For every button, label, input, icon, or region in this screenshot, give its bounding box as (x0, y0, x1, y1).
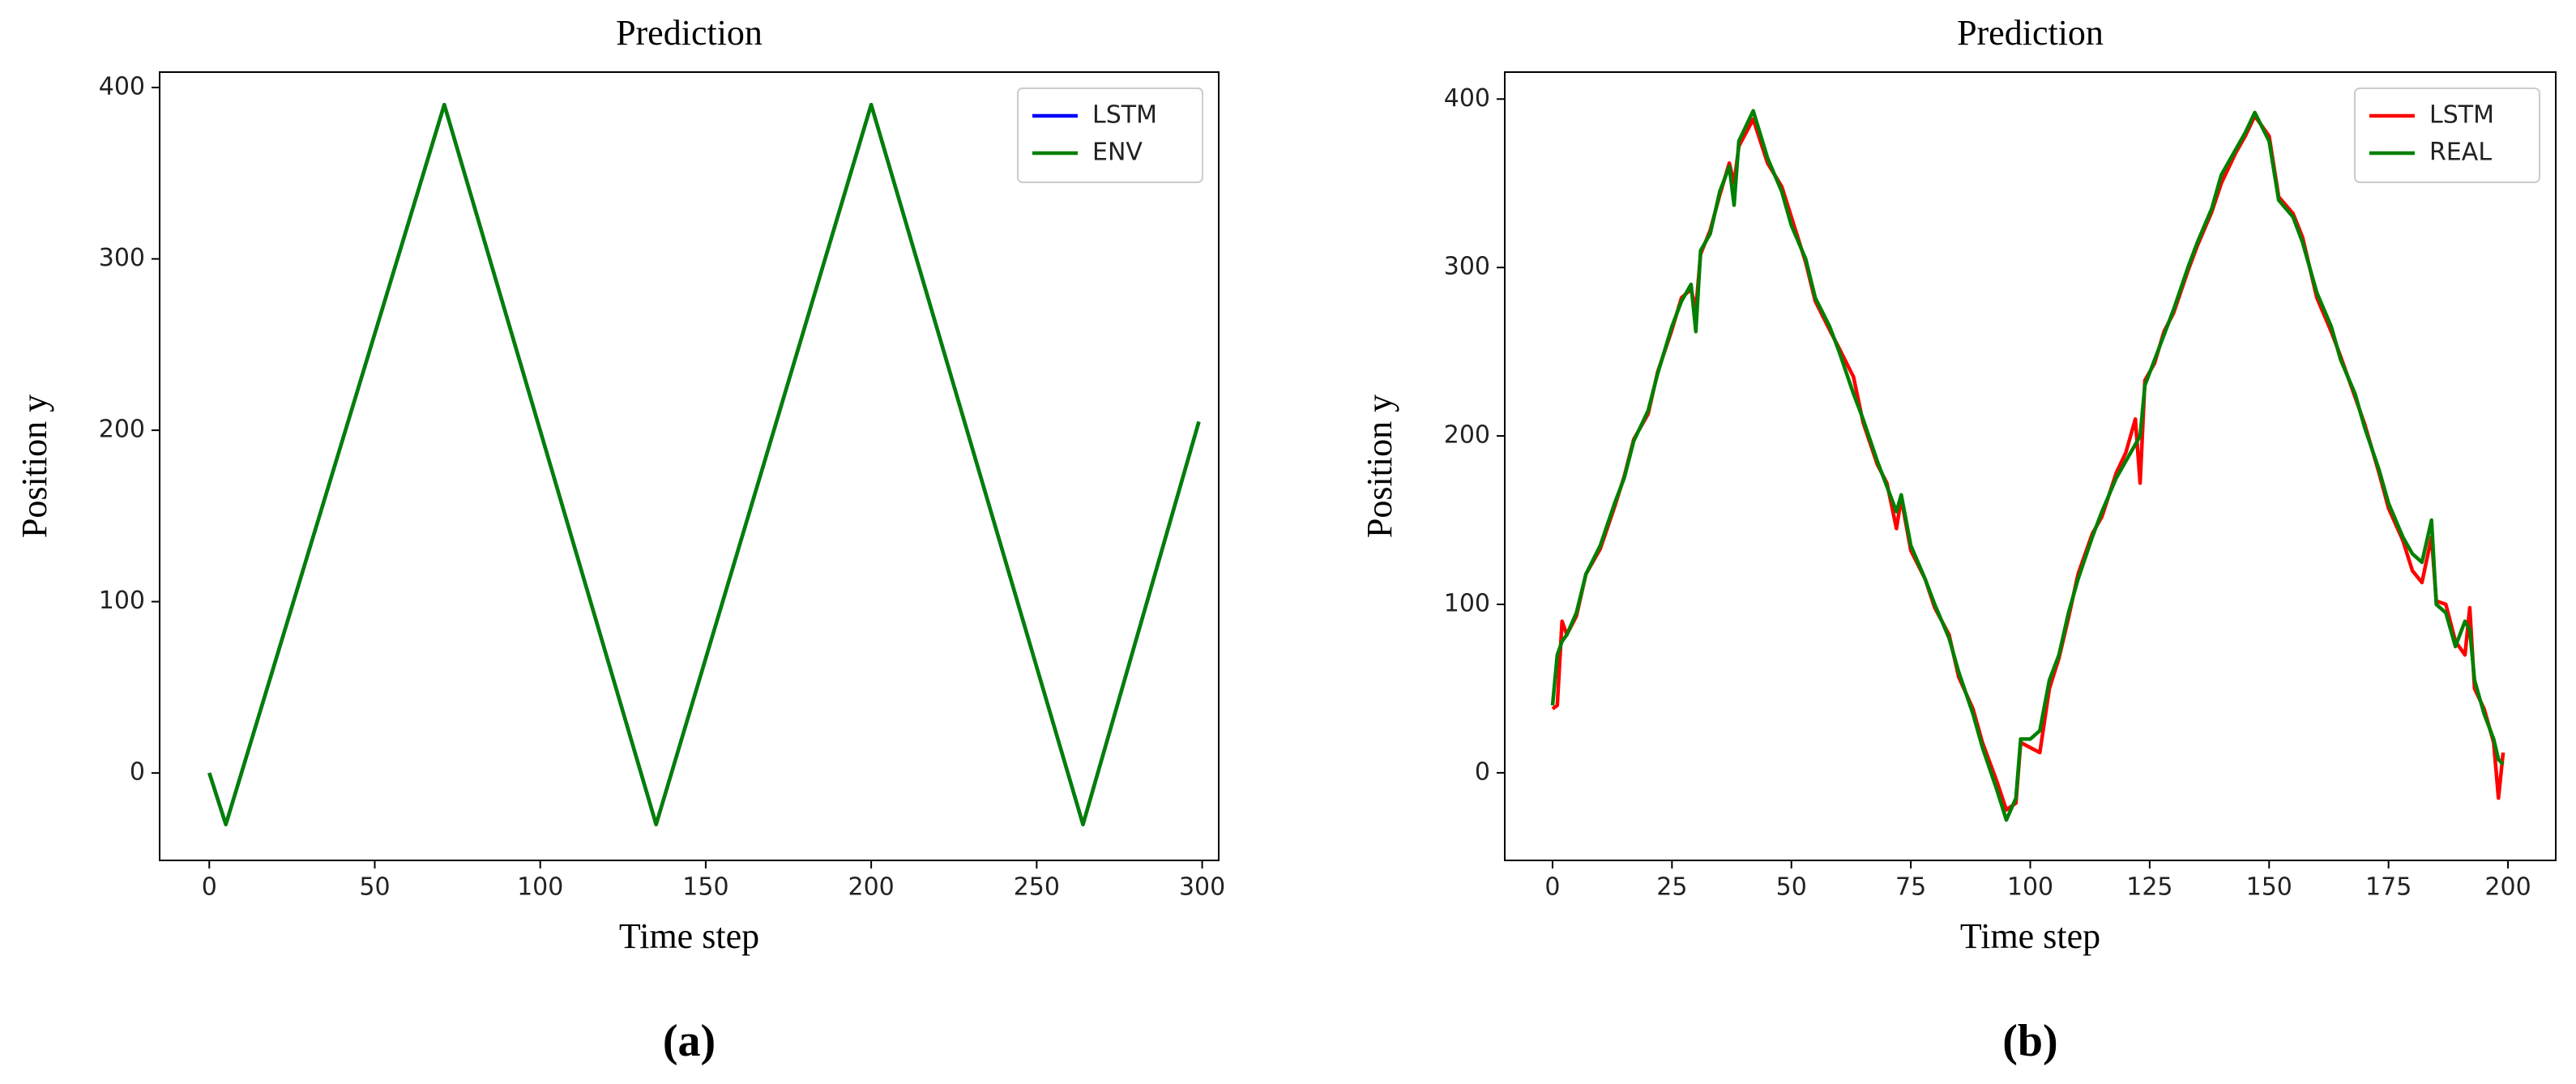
y-tick-label: 300 (1444, 253, 1490, 281)
x-tick-label: 150 (2246, 873, 2292, 902)
y-tick-label: 400 (1444, 84, 1490, 113)
y-axis-label: Position y (15, 395, 54, 538)
legend-label: LSTM (2429, 101, 2494, 130)
caption: (a) (663, 1016, 716, 1066)
x-tick-label: 0 (202, 873, 217, 902)
y-tick-label: 100 (1444, 589, 1490, 617)
x-tick-label: 175 (2365, 873, 2412, 902)
y-tick-label: 0 (1475, 758, 1490, 786)
y-tick-label: 200 (1444, 421, 1490, 450)
series-line (1551, 113, 2506, 812)
legend-box (2354, 87, 2540, 183)
x-tick-label: 200 (848, 873, 895, 902)
x-axis-label: Time step (619, 916, 759, 956)
legend-label: REAL (2429, 139, 2492, 167)
y-tick-label: 200 (99, 416, 145, 444)
y-tick-label: 100 (99, 587, 145, 615)
y-tick-label: 300 (99, 244, 145, 272)
chart-title: Prediction (616, 13, 763, 53)
x-tick-label: 125 (2126, 873, 2172, 902)
caption: (b) (2002, 1016, 2057, 1066)
x-tick-label: 100 (517, 873, 563, 902)
series-line (207, 102, 1201, 826)
x-tick-label: 0 (1544, 873, 1560, 902)
legend-label: LSTM (1092, 101, 1157, 130)
x-tick-label: 50 (1776, 873, 1807, 902)
x-tick-label: 150 (682, 873, 728, 902)
legend-box (1017, 87, 1203, 183)
x-tick-label: 25 (1656, 873, 1687, 902)
x-tick-label: 50 (359, 873, 390, 902)
y-tick-label: 0 (130, 758, 145, 787)
x-tick-label: 250 (1014, 873, 1060, 902)
x-tick-label: 75 (1895, 873, 1926, 902)
x-tick-label: 300 (1179, 873, 1225, 902)
plot-frame (1504, 71, 2557, 861)
y-axis-label: Position y (1360, 395, 1399, 538)
x-axis-label: Time step (1960, 916, 2100, 956)
x-tick-label: 100 (2007, 873, 2053, 902)
x-tick-label: 200 (2484, 873, 2531, 902)
legend-label: ENV (1092, 139, 1143, 167)
plot-frame (159, 71, 1220, 861)
chart-title: Prediction (1957, 13, 2104, 53)
series-line (1550, 109, 2505, 822)
y-tick-label: 400 (99, 73, 145, 101)
